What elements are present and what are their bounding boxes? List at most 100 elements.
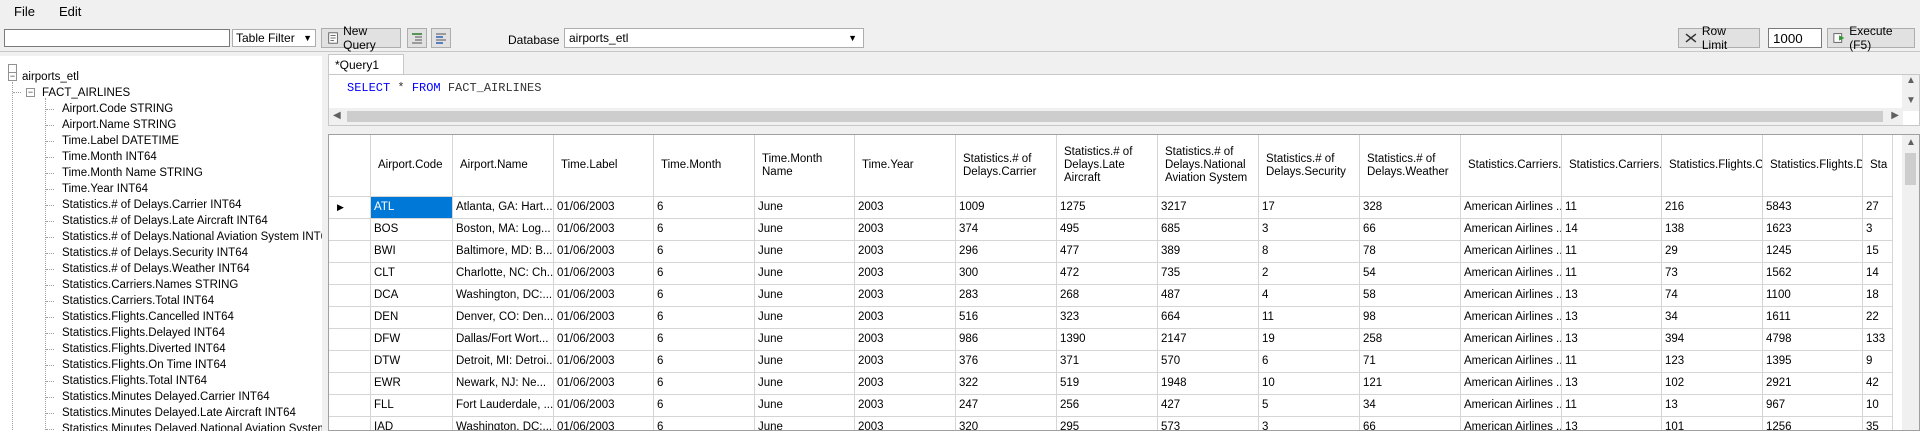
table-cell[interactable]: 42 <box>1863 373 1893 395</box>
table-cell[interactable]: DEN <box>371 307 453 329</box>
table-cell[interactable]: 102 <box>1662 373 1763 395</box>
table-cell[interactable]: 986 <box>956 329 1057 351</box>
table-cell[interactable]: June <box>755 307 855 329</box>
table-cell[interactable]: 123 <box>1662 351 1763 373</box>
column-header[interactable]: Airport.Code <box>371 135 453 197</box>
table-cell[interactable]: Boston, MA: Log... <box>453 219 554 241</box>
table-cell[interactable]: 6 <box>654 329 755 351</box>
tree-node-column[interactable]: Airport.Name STRING <box>62 119 177 131</box>
table-cell[interactable]: June <box>755 373 855 395</box>
table-cell[interactable]: 2 <box>1259 263 1360 285</box>
table-cell[interactable]: 1390 <box>1057 329 1158 351</box>
table-cell[interactable]: 323 <box>1057 307 1158 329</box>
tree-node-column[interactable]: Time.Month Name STRING <box>62 167 203 179</box>
table-cell[interactable]: 6 <box>654 219 755 241</box>
table-cell[interactable]: 2003 <box>855 417 956 430</box>
table-cell[interactable]: 2003 <box>855 263 956 285</box>
table-cell[interactable]: 570 <box>1158 351 1259 373</box>
table-cell[interactable]: 01/06/2003 <box>554 285 654 307</box>
table-cell[interactable]: 1623 <box>1763 219 1863 241</box>
table-cell[interactable]: 247 <box>956 395 1057 417</box>
table-cell[interactable]: 34 <box>1662 307 1763 329</box>
sql-text[interactable]: SELECT * FROM FACT_AIRLINES <box>347 81 541 95</box>
table-cell[interactable]: June <box>755 263 855 285</box>
table-cell[interactable]: 322 <box>956 373 1057 395</box>
column-header[interactable]: Statistics.# of Delays.Security <box>1259 135 1360 197</box>
tree-node-column[interactable]: Statistics.Flights.Delayed INT64 <box>62 327 225 339</box>
table-cell[interactable]: 01/06/2003 <box>554 219 654 241</box>
table-cell[interactable]: 216 <box>1662 197 1763 219</box>
table-cell[interactable]: 66 <box>1360 219 1461 241</box>
table-cell[interactable]: FLL <box>371 395 453 417</box>
tree-node-column[interactable]: Statistics.Flights.Cancelled INT64 <box>62 311 234 323</box>
grid-corner[interactable] <box>329 135 371 197</box>
menu-file[interactable]: File <box>14 3 35 19</box>
table-cell[interactable]: 664 <box>1158 307 1259 329</box>
table-cell[interactable]: 573 <box>1158 417 1259 430</box>
scrollbar-thumb[interactable] <box>1905 153 1916 185</box>
table-cell[interactable]: 13 <box>1562 285 1662 307</box>
table-cell[interactable]: 01/06/2003 <box>554 395 654 417</box>
table-cell[interactable]: American Airlines ... <box>1461 197 1562 219</box>
table-cell[interactable]: 71 <box>1360 351 1461 373</box>
table-cell[interactable]: 01/06/2003 <box>554 197 654 219</box>
table-cell[interactable]: 13 <box>1662 395 1763 417</box>
table-cell[interactable]: 4798 <box>1763 329 1863 351</box>
table-cell[interactable]: 74 <box>1662 285 1763 307</box>
tree-node-column[interactable]: Statistics.# of Delays.Weather INT64 <box>62 263 250 275</box>
table-cell[interactable]: 495 <box>1057 219 1158 241</box>
table-cell[interactable]: 13 <box>1562 417 1662 430</box>
tree-node-column[interactable]: Statistics.Flights.Diverted INT64 <box>62 343 226 355</box>
tree-node-column[interactable]: Statistics.# of Delays.Security INT64 <box>62 247 248 259</box>
sql-editor[interactable]: SELECT * FROM FACT_AIRLINES ▲ ▼ ◀ ▶ <box>328 74 1920 126</box>
table-cell[interactable]: 15 <box>1863 241 1893 263</box>
table-cell[interactable]: 27 <box>1863 197 1893 219</box>
table-cell[interactable]: 01/06/2003 <box>554 307 654 329</box>
tab-query1[interactable]: *Query1 <box>328 54 404 74</box>
table-cell[interactable]: BWI <box>371 241 453 263</box>
table-cell[interactable]: 1245 <box>1763 241 1863 263</box>
table-cell[interactable]: 35 <box>1863 417 1893 430</box>
table-cell[interactable]: 121 <box>1360 373 1461 395</box>
column-header[interactable]: Time.Month Name <box>755 135 855 197</box>
table-cell[interactable]: 5 <box>1259 395 1360 417</box>
table-cell[interactable]: BOS <box>371 219 453 241</box>
table-cell[interactable]: 34 <box>1360 395 1461 417</box>
column-header[interactable]: Statistics.Carriers.Tc <box>1562 135 1662 197</box>
table-cell[interactable]: 2003 <box>855 197 956 219</box>
table-cell[interactable]: American Airlines ... <box>1461 263 1562 285</box>
table-cell[interactable]: 2147 <box>1158 329 1259 351</box>
table-cell[interactable]: 11 <box>1562 197 1662 219</box>
table-cell[interactable]: 17 <box>1259 197 1360 219</box>
row-header[interactable] <box>329 285 371 307</box>
table-cell[interactable]: American Airlines ... <box>1461 241 1562 263</box>
column-header[interactable]: Airport.Name <box>453 135 554 197</box>
table-cell[interactable]: 2003 <box>855 373 956 395</box>
table-cell[interactable]: 519 <box>1057 373 1158 395</box>
table-cell[interactable]: 389 <box>1158 241 1259 263</box>
database-select[interactable]: airports_etl ▼ <box>564 28 864 48</box>
scrollbar-thumb[interactable] <box>347 111 1883 122</box>
row-header[interactable] <box>329 263 371 285</box>
table-cell[interactable]: 01/06/2003 <box>554 241 654 263</box>
table-cell[interactable]: 328 <box>1360 197 1461 219</box>
table-cell[interactable]: 29 <box>1662 241 1763 263</box>
table-cell[interactable]: 371 <box>1057 351 1158 373</box>
table-cell[interactable]: 6 <box>654 395 755 417</box>
collapse-icon[interactable]: − <box>26 87 35 97</box>
tree-node-column[interactable]: Statistics.Carriers.Names STRING <box>62 279 239 291</box>
tree-node-column[interactable]: Statistics.Minutes Delayed.Carrier INT64 <box>62 391 270 403</box>
row-header[interactable]: ▶ <box>329 197 371 219</box>
chevron-right-icon[interactable]: ▶ <box>1891 110 1899 121</box>
table-cell[interactable]: 1948 <box>1158 373 1259 395</box>
column-header[interactable]: Statistics.# of Delays.National Aviation… <box>1158 135 1259 197</box>
table-cell[interactable]: 2003 <box>855 329 956 351</box>
table-filter-select[interactable]: Table Filter ▼ <box>232 29 316 47</box>
table-cell[interactable]: 2003 <box>855 285 956 307</box>
table-cell[interactable]: 66 <box>1360 417 1461 430</box>
table-cell[interactable]: Charlotte, NC: Ch... <box>453 263 554 285</box>
table-cell[interactable]: American Airlines ... <box>1461 285 1562 307</box>
table-cell[interactable]: Fort Lauderdale, ... <box>453 395 554 417</box>
chevron-left-icon[interactable]: ◀ <box>333 110 341 121</box>
table-cell[interactable]: 3 <box>1259 219 1360 241</box>
